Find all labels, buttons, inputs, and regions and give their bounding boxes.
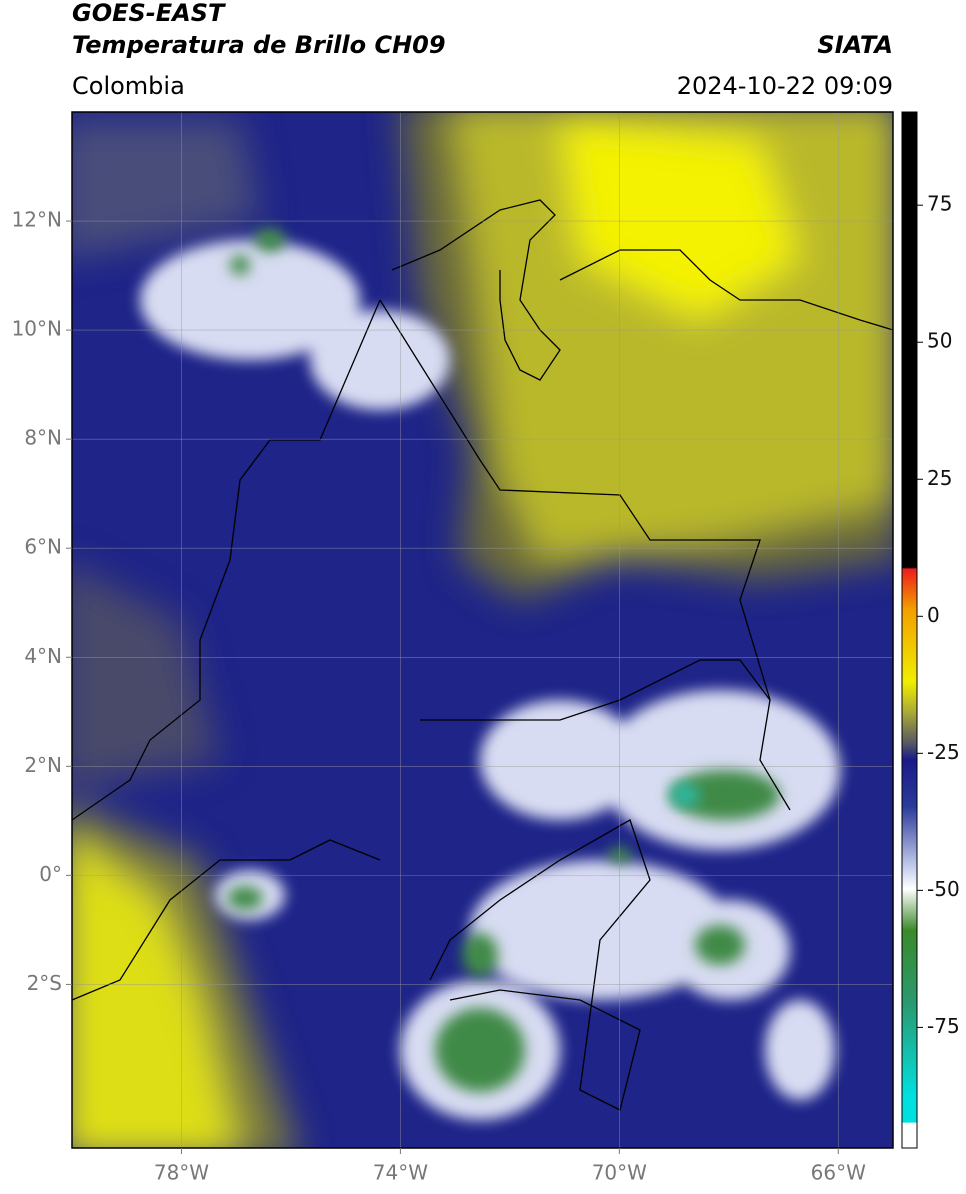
colorbar-tick-label: -75 [927, 1014, 960, 1038]
y-tick-label: 10°N [12, 317, 62, 341]
colorbar-tick-label: -50 [927, 877, 960, 901]
colorbar-tick-label: -25 [927, 740, 960, 764]
x-tick-label: 70°W [592, 1161, 647, 1185]
x-tick-label: 74°W [373, 1161, 428, 1185]
colorbar-tick-label: 50 [927, 329, 952, 353]
y-tick-label: 8°N [24, 426, 62, 450]
x-tick-label: 66°W [811, 1161, 866, 1185]
colorbar-tick-label: 75 [927, 192, 952, 216]
graticule [72, 112, 893, 1148]
y-tick-label: 2°S [27, 971, 62, 995]
x-tick-label: 78°W [154, 1161, 209, 1185]
satellite-image [72, 112, 893, 1148]
y-tick-label: 0° [39, 862, 62, 886]
title: GOES-EAST [72, 0, 226, 27]
y-tick-label: 2°N [24, 753, 62, 777]
colorbar [901, 111, 918, 1149]
map-frame [71, 111, 894, 1149]
colorbar-tick-label: 25 [927, 466, 952, 490]
y-tick-label: 6°N [24, 535, 62, 559]
datetime: 2024-10-22 09:09 [677, 72, 893, 100]
colorbar-tick-label: 0 [927, 603, 940, 627]
source: SIATA [817, 31, 893, 59]
y-tick-label: 4°N [24, 644, 62, 668]
region: Colombia [72, 72, 185, 100]
subtitle: Temperatura de Brillo CH09 [72, 31, 446, 59]
y-tick-label: 12°N [12, 208, 62, 232]
